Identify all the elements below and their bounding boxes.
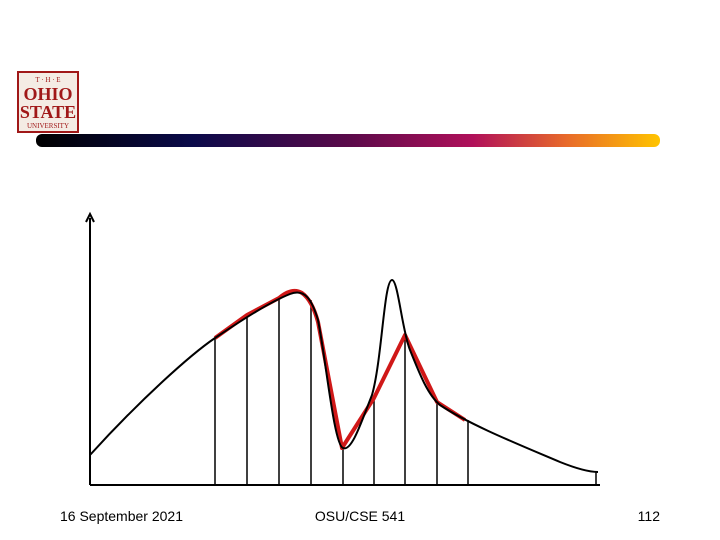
function-curve	[89, 278, 599, 473]
logo-frame	[17, 71, 79, 133]
sample-lines	[214, 298, 597, 485]
logo-text: T · H · E	[35, 76, 60, 84]
logo-text: UNIVERSITY	[27, 122, 69, 130]
logo: T · H · E OHIO STATE UNIVERSITY	[17, 71, 79, 133]
diagram	[85, 211, 600, 486]
footer-course: OSU/CSE 541	[315, 508, 405, 524]
axis-arrow	[85, 211, 95, 223]
footer-date: 16 September 2021	[60, 508, 183, 524]
title-bar	[36, 134, 660, 147]
page-number: 112	[638, 508, 661, 524]
logo-text: OHIO	[23, 84, 72, 104]
logo-text: STATE	[20, 102, 76, 122]
